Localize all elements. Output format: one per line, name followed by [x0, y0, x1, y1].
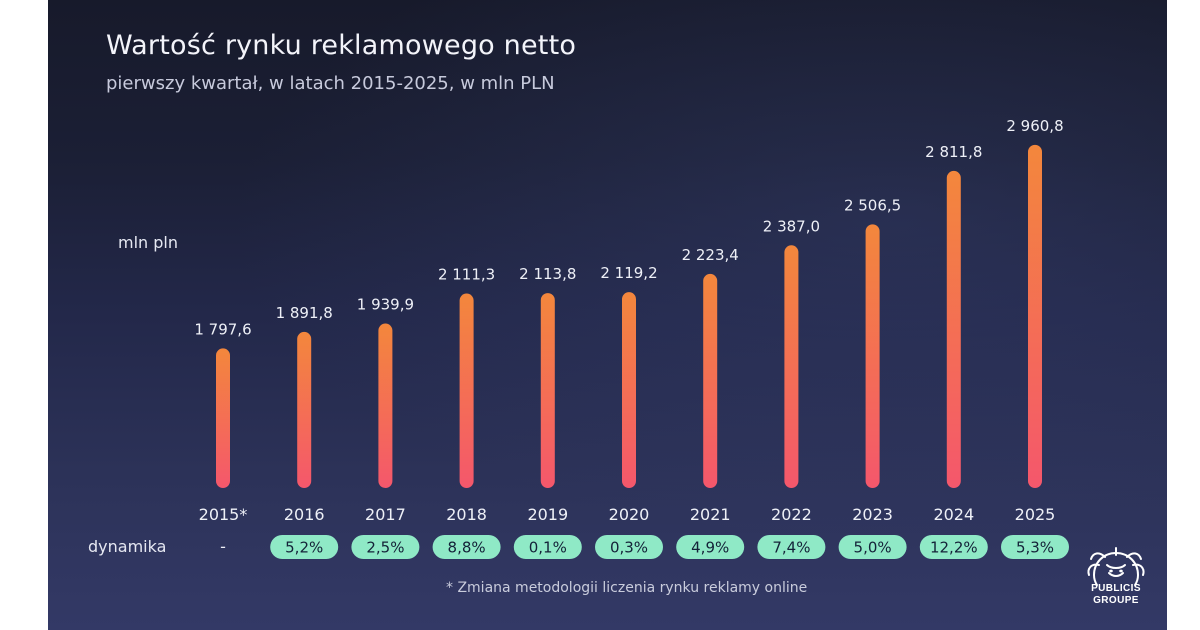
logo-line-1: PUBLICIS [1091, 583, 1141, 594]
dynamics-pill [513, 535, 582, 559]
value-label: 1 891,8 [276, 304, 333, 322]
logo-line-2: GROUPE [1093, 595, 1139, 606]
bar-2015 [216, 348, 230, 488]
value-label: 2 113,8 [519, 265, 576, 283]
dynamics-pill [676, 535, 745, 559]
bar-2017 [378, 323, 393, 488]
dynamics-value: 5,0% [854, 539, 892, 557]
x-tick-label: 2021 [690, 505, 731, 524]
bar-2024 [946, 170, 961, 488]
bar-chart: 1 797,6 1 891,8 1 939,9 2 111,3 2 113,8 2 119… [88, 117, 1069, 559]
dynamics-pill [432, 535, 501, 559]
dynamics-value: - [220, 537, 226, 556]
value-label: 1 797,6 [194, 320, 251, 338]
value-label: 2 223,4 [682, 246, 739, 264]
x-tick-label: 2020 [609, 505, 650, 524]
value-label: 2 387,0 [763, 217, 820, 235]
dynamics-value: 4,9% [691, 539, 729, 557]
dynamics-value: 7,4% [772, 539, 810, 557]
x-tick-label: 2022 [771, 505, 812, 524]
dynamics-row-label: dynamika [88, 537, 166, 556]
dynamics-value: 8,8% [448, 539, 486, 557]
value-label: 2 506,5 [844, 196, 901, 214]
value-label: 2 119,2 [600, 264, 657, 282]
dynamics-pill [1001, 535, 1069, 559]
bar-2020 [622, 292, 636, 488]
chart-title: Wartość rynku reklamowego netto [106, 30, 577, 61]
value-label: 2 960,8 [1006, 117, 1063, 135]
bar-2021 [703, 273, 718, 488]
x-tick-label: 2025 [1015, 505, 1056, 524]
y-axis-label: mln pln [118, 233, 178, 252]
bar-2022 [784, 245, 799, 488]
chart-canvas: Wartość rynku reklamowego netto pierwszy… [48, 0, 1167, 630]
x-tick-label: 2023 [852, 505, 893, 524]
value-label: 2 111,3 [438, 266, 495, 284]
bar-2018 [459, 293, 474, 488]
dynamics-value: 12,2% [930, 539, 978, 557]
x-tick-label: 2016 [284, 505, 325, 524]
x-tick-label: 2018 [446, 505, 487, 524]
dynamics-pill [351, 535, 420, 559]
bar-2023 [865, 224, 880, 489]
value-labels-group: 1 797,6 1 891,8 1 939,9 2 111,3 2 113,8 2 119… [194, 117, 1063, 339]
dynamics-value: 2,5% [366, 539, 404, 557]
dynamics-group: - 5,2% 2,5% 8,8% 0,1% 0,3% 4,9% 7,4% 5,0% 12,2% 5,… [220, 535, 1069, 559]
x-tick-label: 2019 [527, 505, 568, 524]
dynamics-value: 0,1% [529, 539, 567, 557]
publicis-lion-icon [1087, 547, 1145, 586]
dynamics-value: 5,3% [1016, 539, 1054, 557]
chart-subtitle: pierwszy kwartał, w latach 2015-2025, w … [106, 73, 555, 94]
dynamics-pill [270, 535, 339, 559]
dynamics-pill [838, 535, 907, 559]
value-label: 2 811,8 [925, 143, 982, 161]
bar-2019 [540, 293, 555, 488]
footnote: * Zmiana metodologii liczenia rynku rekl… [446, 580, 808, 596]
bar-2025 [1028, 144, 1042, 489]
x-tick-label: 2024 [933, 505, 974, 524]
x-tick-label: 2015* [199, 505, 248, 524]
value-label: 1 939,9 [357, 296, 414, 314]
bars-group [216, 144, 1042, 489]
dynamics-pill [919, 535, 988, 559]
publicis-logo-text: PUBLICIS GROUPE [1078, 583, 1154, 607]
dynamics-value: 5,2% [285, 539, 323, 557]
dynamics-pill [595, 535, 663, 559]
bar-2016 [297, 331, 312, 488]
dynamics-value: 0,3% [610, 539, 648, 557]
dynamics-pill [757, 535, 826, 559]
x-tick-label: 2017 [365, 505, 406, 524]
x-tick-labels-group: 2015* 2016 2017 2018 2019 2020 2021 2022 2023 202… [199, 505, 1056, 524]
